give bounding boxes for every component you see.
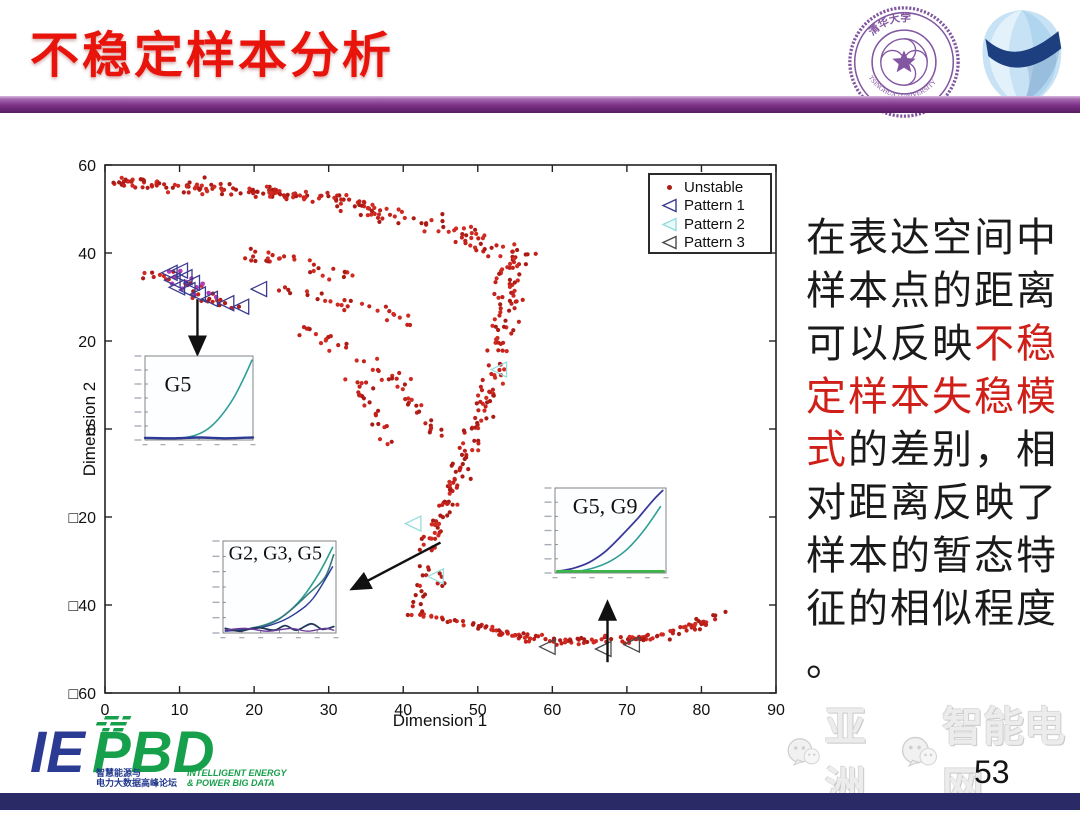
inset-curve xyxy=(224,622,335,633)
wechat-icon xyxy=(787,738,820,766)
inset-plot-g5-g9: G5, G9 xyxy=(542,485,670,585)
shield-swoosh xyxy=(985,31,1062,68)
page-number: 53 xyxy=(974,754,1010,790)
y-tick-label: 0 xyxy=(87,422,96,439)
chart-legend: Unstable Pattern 1 Pattern 2 Pattern 3 xyxy=(648,173,772,254)
x-tick-label: 40 xyxy=(394,702,412,719)
iepbd-logo: IE PBD xyxy=(30,716,214,785)
inset-label: G2, G3, G5 xyxy=(229,542,322,564)
x-tick-label: 50 xyxy=(469,702,487,719)
legend-label: Pattern 1 xyxy=(684,197,745,215)
inset-label: G5, G9 xyxy=(573,494,638,519)
x-axis-label: Dimension 1 xyxy=(392,711,488,730)
legend-item: Pattern 1 xyxy=(654,197,770,216)
x-tick-label: 70 xyxy=(618,702,636,719)
axis-ticks xyxy=(104,164,777,694)
legend-item: Pattern 2 xyxy=(654,215,770,234)
shield-logo xyxy=(982,10,1062,108)
analysis-text-line: 式的差别，相 xyxy=(806,428,1058,472)
iepbd-caption-cn: 智慧能源与 电力大数据高峰论坛 xyxy=(96,768,178,788)
slide-title: 不稳定样本分析 xyxy=(30,29,395,83)
pattern3-triangles xyxy=(538,636,641,658)
x-tick-label: 30 xyxy=(320,702,338,719)
inset-plot-g5: G5 xyxy=(132,353,257,452)
iepbd-caption-en: INTELLIGENT ENERGY & POWER BIG DATA xyxy=(187,768,287,788)
inset-label: G5 xyxy=(164,371,191,396)
legend-label: Pattern 3 xyxy=(684,234,745,252)
iepbd-green-letters: PBD xyxy=(92,720,214,785)
y-tick-label: 40 xyxy=(78,246,96,263)
y-tick-label: 20 xyxy=(78,334,96,351)
inset-curve xyxy=(556,489,664,573)
analysis-text-line: 。 xyxy=(806,640,848,684)
legend-item: Pattern 3 xyxy=(654,234,770,253)
legend-label: Pattern 2 xyxy=(684,215,745,233)
legend-label: Unstable xyxy=(684,178,744,196)
analysis-text-line: 样本点的距离 xyxy=(806,269,1058,313)
iepbd-blue-letters: IE xyxy=(30,720,87,785)
legend-triangle-marker xyxy=(660,235,677,250)
y-axis-label: Dimension 2 xyxy=(80,381,99,477)
wechat-icon xyxy=(901,736,937,767)
y-tick-label: 60 xyxy=(78,158,96,175)
x-tick-label: 90 xyxy=(767,702,785,719)
analysis-text: 在表达空间中 样本点的距离 可以反映不稳 定样本失稳模 式的差别，相 对距离反映了 样本的暂… xyxy=(806,212,1066,689)
inset-curve xyxy=(224,627,335,632)
y-tick-label: □40 xyxy=(69,598,97,615)
inset-curve xyxy=(143,436,255,440)
annotation-arrows xyxy=(187,299,618,663)
x-tick-label: 20 xyxy=(245,702,263,719)
x-tick-label: 80 xyxy=(693,702,711,719)
legend-triangle-marker xyxy=(660,198,677,213)
analysis-text-line: 在表达空间中 xyxy=(806,216,1058,260)
footer-bar xyxy=(0,793,1080,810)
x-tick-label: 10 xyxy=(171,702,189,719)
iepbd-captions: 智慧能源与 电力大数据高峰论坛 INTELLIGENT ENERGY & POW… xyxy=(96,768,287,788)
seal-star xyxy=(892,50,916,73)
x-tick-label: 0 xyxy=(101,702,110,719)
legend-dot-marker xyxy=(666,184,672,190)
inset-plot-g2-g3-g5: G2, G3, G5 xyxy=(210,538,340,645)
analysis-text-line: 可以反映不稳 xyxy=(806,322,1058,366)
pattern2-triangles xyxy=(403,361,508,585)
iepbd-speed-lines xyxy=(95,716,132,732)
analysis-text-line: 定样本失稳模 xyxy=(806,375,1058,419)
pattern1-triangles xyxy=(160,262,268,316)
analysis-text-line: 征的相似程度 xyxy=(806,587,1058,631)
analysis-text-line: 样本的暂态特 xyxy=(806,534,1058,578)
wechat-watermark: 亚洲 智能电网 xyxy=(784,704,1080,810)
title-divider-bar xyxy=(0,96,1080,113)
legend-triangle-marker xyxy=(660,217,677,232)
x-tick-label: 60 xyxy=(543,702,561,719)
y-tick-label: □20 xyxy=(69,510,97,527)
y-tick-label: □60 xyxy=(69,686,97,703)
analysis-text-line: 对距离反映了 xyxy=(806,481,1058,525)
legend-item: Unstable xyxy=(654,178,770,197)
